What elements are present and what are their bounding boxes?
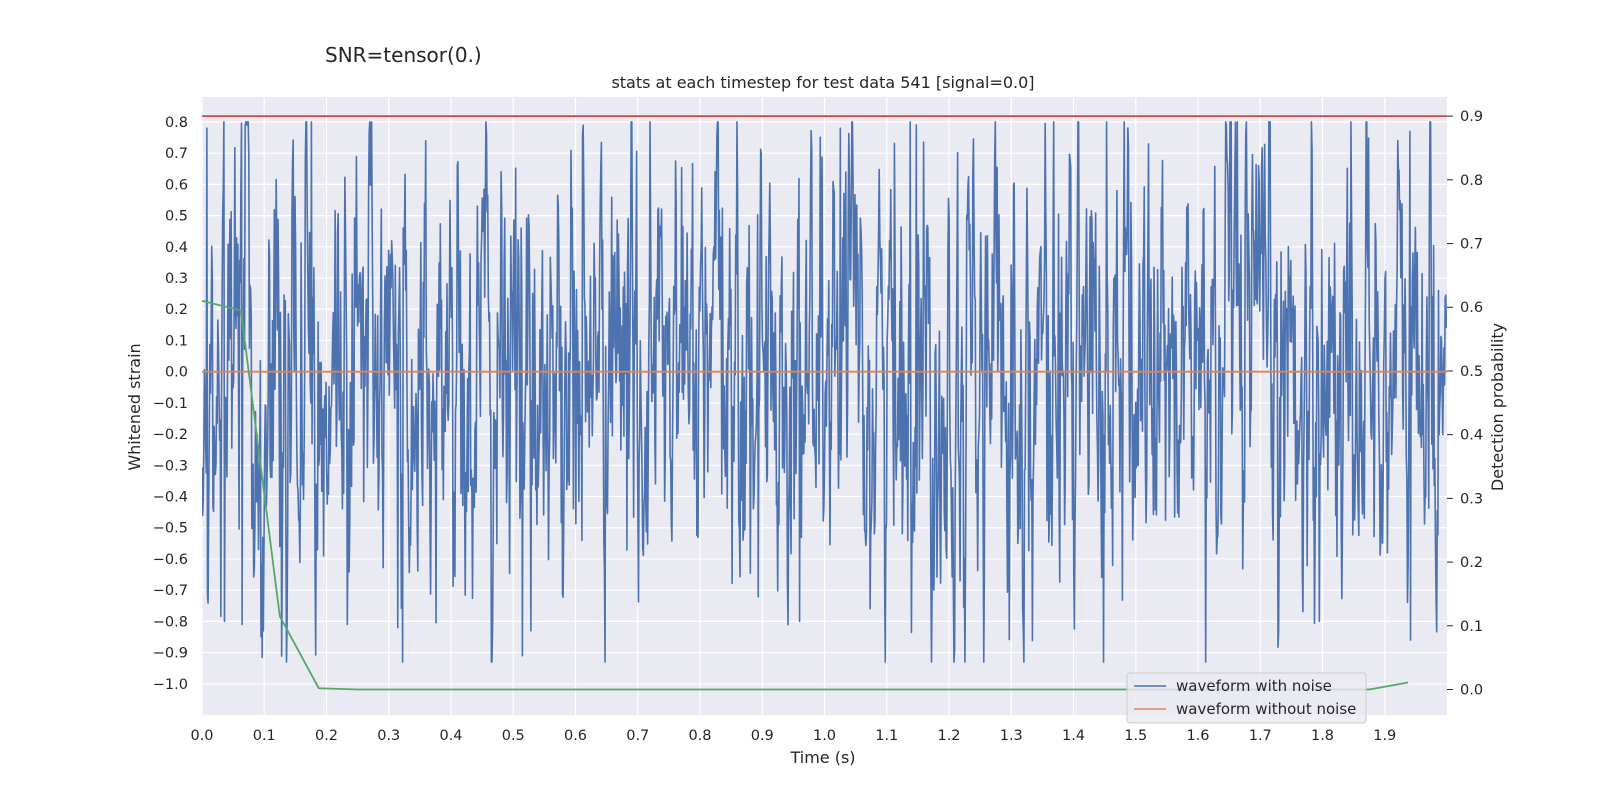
figure-suptitle: SNR=tensor(0.) — [325, 43, 482, 67]
x-tick-label: 0.8 — [688, 728, 711, 744]
y2-tick-label: 0.8 — [1460, 173, 1483, 189]
y-tick-label: 0.1 — [165, 333, 188, 349]
y-tick-label: −0.3 — [153, 458, 188, 474]
legend-box — [1126, 672, 1367, 724]
y-tick-label: 0.0 — [165, 365, 188, 381]
chart-title: stats at each timestep for test data 541… — [611, 73, 1034, 92]
x-tick-label: 0.1 — [253, 728, 276, 744]
x-tick-label: 1.8 — [1311, 728, 1334, 744]
y-tick-label: −1.0 — [153, 677, 188, 693]
x-tick-label: 0.6 — [564, 728, 587, 744]
x-tick-label: 0.4 — [439, 728, 462, 744]
y-tick-label: −0.6 — [153, 552, 188, 568]
y2-tick-label: 0.7 — [1460, 237, 1483, 253]
y2-axis-label: Detection probability — [1488, 323, 1507, 491]
y2-tick-label: 0.2 — [1460, 555, 1483, 571]
y-axis-ticks: 0.8 0.7 0.6 0.5 0.4 0.3 0.2 0.1 0.0 −0.1 −0.2 −0.3 −… — [153, 115, 188, 693]
y-tick-label: 0.7 — [165, 146, 188, 162]
y-tick-label: 0.2 — [165, 302, 188, 318]
x-tick-label: 0.5 — [502, 728, 525, 744]
x-tick-label: 1.6 — [1186, 728, 1209, 744]
y2-tick-label: 0.1 — [1460, 619, 1483, 635]
legend-label-waveform-with-noise: waveform with noise — [1176, 677, 1332, 695]
x-tick-label: 1.7 — [1249, 728, 1272, 744]
x-tick-label: 1.4 — [1062, 728, 1085, 744]
y-tick-label: −0.8 — [153, 614, 188, 630]
y-tick-label: −0.4 — [153, 490, 188, 506]
y-tick-label: −0.5 — [153, 521, 188, 537]
legend: waveform with noise waveform without noi… — [1126, 672, 1367, 724]
y2-axis-ticks: 0.9 0.8 0.7 0.6 0.5 0.4 0.3 0.2 0.1 0.0 — [1447, 109, 1483, 699]
y-tick-label: −0.9 — [153, 646, 188, 662]
y2-tick-label: 0.9 — [1460, 109, 1483, 125]
x-tick-label: 1.3 — [1000, 728, 1023, 744]
y-tick-label: −0.1 — [153, 396, 188, 412]
y-axis-label: Whitened strain — [125, 343, 144, 470]
legend-label-waveform-without-noise: waveform without noise — [1176, 700, 1356, 718]
y-tick-label: 0.5 — [165, 209, 188, 225]
x-tick-label: 0.7 — [626, 728, 649, 744]
x-tick-label: 0.0 — [190, 728, 213, 744]
y2-tick-label: 0.4 — [1460, 428, 1483, 444]
y2-tick-label: 0.6 — [1460, 300, 1483, 316]
x-axis-ticks: 0.0 0.1 0.2 0.3 0.4 0.5 0.6 0.7 0.8 0.9 1.0 1.1 1.2 1… — [190, 728, 1396, 744]
x-axis-label: Time (s) — [789, 748, 855, 767]
x-tick-label: 1.9 — [1373, 728, 1396, 744]
x-tick-label: 1.1 — [875, 728, 898, 744]
x-tick-label: 0.9 — [751, 728, 774, 744]
x-tick-label: 0.2 — [315, 728, 338, 744]
y2-tick-label: 0.0 — [1460, 683, 1483, 699]
y-tick-label: −0.7 — [153, 583, 188, 599]
x-tick-label: 1.5 — [1124, 728, 1147, 744]
x-tick-label: 1.2 — [937, 728, 960, 744]
y-tick-label: 0.4 — [165, 240, 188, 256]
x-tick-label: 0.3 — [377, 728, 400, 744]
y2-tick-label: 0.5 — [1460, 364, 1483, 380]
x-tick-label: 1.0 — [813, 728, 836, 744]
y-tick-label: 0.6 — [165, 177, 188, 193]
y-tick-label: 0.3 — [165, 271, 188, 287]
y2-tick-label: 0.3 — [1460, 491, 1483, 507]
y-tick-label: −0.2 — [153, 427, 188, 443]
y-tick-label: 0.8 — [165, 115, 188, 131]
series-line-waveform-with-noise — [202, 121, 1447, 663]
